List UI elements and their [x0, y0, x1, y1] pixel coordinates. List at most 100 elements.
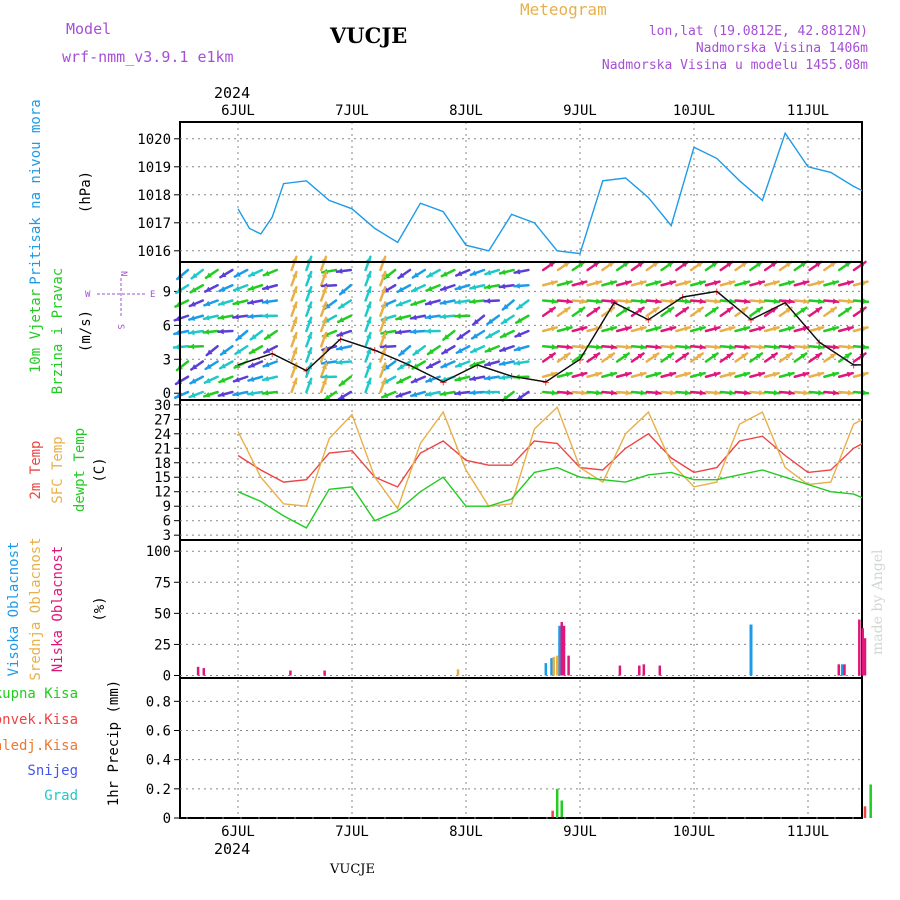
wind-arrow-head: [758, 298, 765, 305]
wind-arrow-head: [233, 299, 240, 306]
wind-arrow-head: [455, 376, 462, 382]
wind-arrow-head: [548, 353, 555, 359]
y-tick-label: 75: [154, 575, 171, 591]
wind-arrow-head: [772, 280, 779, 286]
wind-arrow-head: [817, 280, 824, 286]
bar-clouds: [618, 665, 622, 676]
wind-arrow-head: [204, 300, 211, 307]
wind-arrow-head: [696, 353, 703, 359]
wind-arrow-head: [485, 360, 492, 367]
precip-legend-item: Grad: [44, 788, 78, 804]
wind-arrow-head: [190, 378, 197, 384]
wind-arrow-head: [470, 389, 476, 396]
bar-precip: [869, 784, 872, 818]
wind-arrow-head: [365, 272, 372, 279]
wind-arrow-head: [484, 298, 491, 304]
wind-arrow-head: [652, 261, 659, 268]
y-tick-label: 1018: [137, 188, 171, 204]
wind-arrow-head: [484, 375, 491, 381]
wind-arrow-head: [652, 307, 659, 314]
wind-arrow-head: [249, 362, 256, 368]
wind-arrow-head: [398, 363, 405, 370]
wind-arrow-head: [654, 325, 661, 332]
wind-arrow-head: [263, 284, 270, 291]
wind-arrow-head: [306, 333, 313, 340]
wind-arrow-head: [684, 389, 691, 396]
wind-arrow-head: [607, 353, 614, 359]
wind-arrow-head: [551, 298, 558, 305]
wind-arrow-head: [234, 362, 241, 368]
wind-arrow-head: [773, 298, 780, 305]
wind-arrow-head: [596, 298, 602, 305]
bar-clouds: [202, 668, 206, 676]
wind-arrow-head: [380, 272, 387, 279]
y-tick-label: 6: [163, 514, 171, 530]
wind-arrow-head: [306, 302, 313, 309]
wind-arrow-head: [516, 317, 523, 323]
day-label-bottom: 7JUL: [335, 824, 369, 840]
wind-arrow-head: [772, 371, 779, 378]
wind-arrow-head: [581, 298, 587, 305]
wind-arrow-head: [787, 280, 794, 286]
wind-arrow-head: [365, 287, 372, 294]
wind-arrow-head: [563, 353, 570, 359]
wind-arrow-head: [654, 280, 661, 286]
wind-arrow-head: [470, 298, 476, 305]
wind-arrow-head: [862, 344, 868, 350]
wind-arrow-head: [681, 261, 688, 268]
y-tick-label: 1020: [137, 132, 171, 148]
axis-label-wind: Brzina i Pravac: [50, 268, 66, 394]
wind-arrow-head: [847, 389, 854, 396]
wind-arrow-head: [815, 261, 822, 268]
wind-arrow-head: [291, 302, 298, 309]
panel-frame-precip: [179, 677, 863, 819]
wind-arrow-head: [669, 325, 676, 332]
wind-arrow-head: [517, 303, 524, 309]
day-label-top: 7JUL: [335, 103, 369, 119]
bar-clouds: [642, 664, 646, 676]
wind-arrow-head: [698, 280, 705, 286]
y-tick-label: 100: [146, 544, 171, 560]
wind-arrow-head: [728, 280, 735, 286]
wind-arrow-head: [815, 307, 822, 314]
wind-arrow-head: [249, 271, 256, 277]
wind-arrow-head: [380, 302, 387, 309]
wind-arrow-head: [233, 376, 240, 383]
wind-arrow-head: [803, 344, 809, 350]
y-tick-label: 9: [163, 284, 171, 300]
wind-arrow-head: [625, 389, 632, 396]
wind-arrow-head: [637, 307, 644, 314]
wind-arrow-head: [681, 307, 688, 314]
wind-arrow-head: [396, 392, 403, 398]
wind-arrow-head: [548, 307, 555, 314]
wind-arrow-head: [336, 359, 343, 366]
bar-precip: [555, 788, 559, 818]
wind-arrow-head: [191, 364, 198, 370]
wind-arrow-head: [861, 280, 868, 286]
wind-arrow-head: [306, 317, 313, 324]
bar-clouds: [558, 625, 561, 676]
bar-clouds: [837, 664, 841, 676]
wind-arrow-head: [425, 391, 432, 397]
wind-arrow-head: [380, 378, 387, 385]
wind-panel-frame: [179, 261, 863, 401]
bar-clouds: [196, 666, 200, 676]
day-label-top: 6JUL: [221, 103, 255, 119]
bar-clouds: [323, 670, 326, 676]
wind-arrow-head: [440, 313, 446, 320]
wind-arrow-head: [803, 298, 809, 305]
wind-arrow-head: [788, 298, 794, 305]
wind-arrow-head: [758, 371, 764, 378]
wind-arrow-head: [218, 328, 224, 335]
y-tick-label: 0.2: [146, 782, 171, 798]
wind-arrow-head: [427, 348, 434, 355]
wind-arrow-head: [844, 353, 851, 359]
wind-arrow-head: [502, 303, 509, 310]
wind-arrow-head: [670, 344, 676, 350]
wind-arrow-head: [455, 313, 461, 319]
wind-arrow-head: [844, 307, 851, 314]
wind-arrow-head: [580, 325, 587, 332]
wind-arrow-head: [622, 261, 629, 268]
wind-arrow-head: [711, 353, 718, 359]
